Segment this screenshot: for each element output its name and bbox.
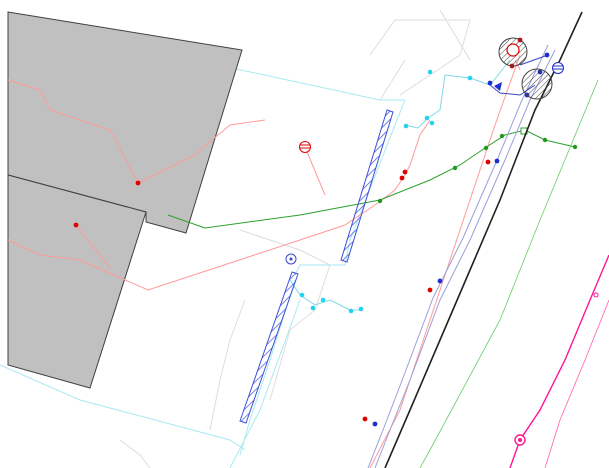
blue-curb-lines xyxy=(367,44,556,468)
black-main-line xyxy=(384,11,583,468)
flow-arrow-icon xyxy=(494,82,502,91)
catch-basin-icon xyxy=(521,68,553,100)
magenta-line-thin xyxy=(544,299,609,468)
blue-storm-nodes xyxy=(372,52,550,427)
magenta-line xyxy=(509,254,609,468)
magenta-symbol-icon xyxy=(514,434,526,446)
green-gas-nodes xyxy=(377,133,578,204)
green-thin-line xyxy=(419,79,599,468)
parcel-lines xyxy=(119,9,471,468)
hatched-wall-upper xyxy=(340,109,394,263)
hydrant-icon xyxy=(299,141,311,153)
valve-icon xyxy=(552,62,564,74)
magenta-node xyxy=(593,292,599,298)
cyan-water-nodes xyxy=(299,69,473,314)
manhole-icon xyxy=(498,37,528,67)
hatched-wall-lower xyxy=(239,271,299,424)
cyan-water-line xyxy=(289,59,511,311)
survey-point-icon xyxy=(285,253,297,265)
red-service-lines xyxy=(7,54,521,468)
building-lower xyxy=(7,174,147,389)
green-gas-line xyxy=(167,129,576,229)
